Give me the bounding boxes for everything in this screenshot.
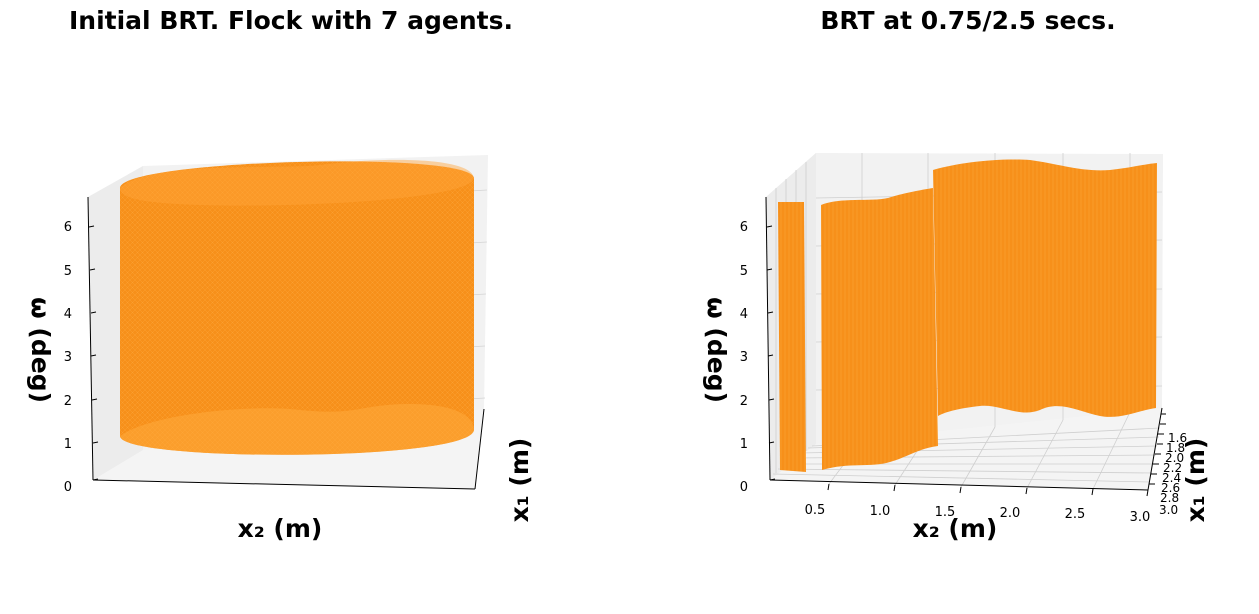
left-z-tick-label: 0	[64, 480, 72, 495]
right-x-ticklabels: 0.5 1.0 1.5 2.0 2.5 3.0	[805, 503, 1151, 525]
right-y-tick-label: 1.8	[1166, 441, 1185, 455]
left-z-tick-label: 6	[64, 220, 72, 235]
right-surface-strip-2	[821, 188, 938, 470]
right-y-ticklabels: 1.6 1.8 2.0 2.2 2.4 2.6 2.8 3.0	[1159, 431, 1187, 517]
right-z-tick-label: 1	[740, 437, 748, 452]
right-y-tick-label: 2.2	[1163, 461, 1182, 475]
left-z-ticklabels: 0 1 2 3 4 5 6	[64, 220, 72, 495]
left-z-tick-label: 4	[64, 307, 72, 322]
left-chart: Initial BRT. Flock with 7 agents.	[26, 6, 534, 543]
right-z-axis-label: ω (deg)	[702, 297, 731, 403]
left-cylinder-top	[120, 159, 474, 206]
right-chart: BRT at 0.75/2.5 secs.	[702, 6, 1210, 543]
right-x-tick-label: 1.0	[870, 504, 891, 519]
left-y-axis-label: x₁ (m)	[505, 438, 534, 523]
right-x-tick-label: 1.5	[935, 505, 956, 520]
right-y-tick-label: 2.8	[1160, 491, 1179, 505]
right-y-tick-label: 3.0	[1159, 503, 1178, 517]
right-z-tick-label: 5	[740, 264, 748, 279]
right-z-ticklabels: 0 1 2 3 4 5 6	[740, 220, 748, 495]
right-floor-pane	[770, 408, 1162, 490]
left-z-tickmarks	[88, 225, 99, 481]
right-y-tick-label: 1.6	[1168, 431, 1187, 445]
left-z-tick-label: 1	[64, 437, 72, 452]
right-x-tickmarks	[827, 483, 1149, 497]
right-z-axis-line	[765, 196, 771, 481]
right-z-tick-label: 2	[740, 394, 748, 409]
left-x-axis-label: x₂ (m)	[238, 514, 323, 543]
right-y-tick-label: 2.0	[1165, 451, 1184, 465]
right-chart-title: BRT at 0.75/2.5 secs.	[820, 6, 1115, 35]
right-z-tick-label: 3	[740, 350, 748, 365]
right-x-tick-label: 2.5	[1065, 507, 1086, 522]
right-surface-strip-1	[778, 202, 806, 472]
right-surface-strip-3	[933, 159, 1157, 417]
right-surface	[778, 159, 1157, 472]
right-x-tick-label: 2.0	[1000, 506, 1021, 521]
left-z-tick-label: 5	[64, 264, 72, 279]
left-z-tick-label: 3	[64, 350, 72, 365]
left-chart-title: Initial BRT. Flock with 7 agents.	[69, 6, 513, 35]
right-y-axis-label: x₁ (m)	[1181, 438, 1210, 523]
right-z-tick-label: 6	[740, 220, 748, 235]
right-y-tickmarks	[1149, 413, 1166, 485]
left-y-axis-line	[474, 408, 485, 490]
right-y-axis-line	[1147, 407, 1163, 491]
right-x-tick-label: 0.5	[805, 503, 826, 518]
right-y-tick-label: 2.4	[1162, 471, 1181, 485]
left-surface	[120, 159, 474, 455]
right-y-tick-label: 2.6	[1161, 481, 1180, 495]
left-cylinder-body	[120, 161, 474, 455]
right-z-tick-label: 0	[740, 480, 748, 495]
left-z-axis-label: ω (deg)	[26, 297, 55, 403]
right-z-tick-label: 4	[740, 307, 748, 322]
right-x-axis-line	[769, 479, 1149, 491]
right-x-tick-label: 3.0	[1130, 510, 1151, 525]
left-x-axis-line	[92, 479, 476, 490]
left-cylinder-bottom	[120, 404, 474, 455]
left-z-tick-label: 2	[64, 394, 72, 409]
right-z-tickmarks	[766, 225, 776, 481]
right-x-axis-label: x₂ (m)	[913, 514, 998, 543]
left-z-axis-line	[87, 196, 94, 481]
